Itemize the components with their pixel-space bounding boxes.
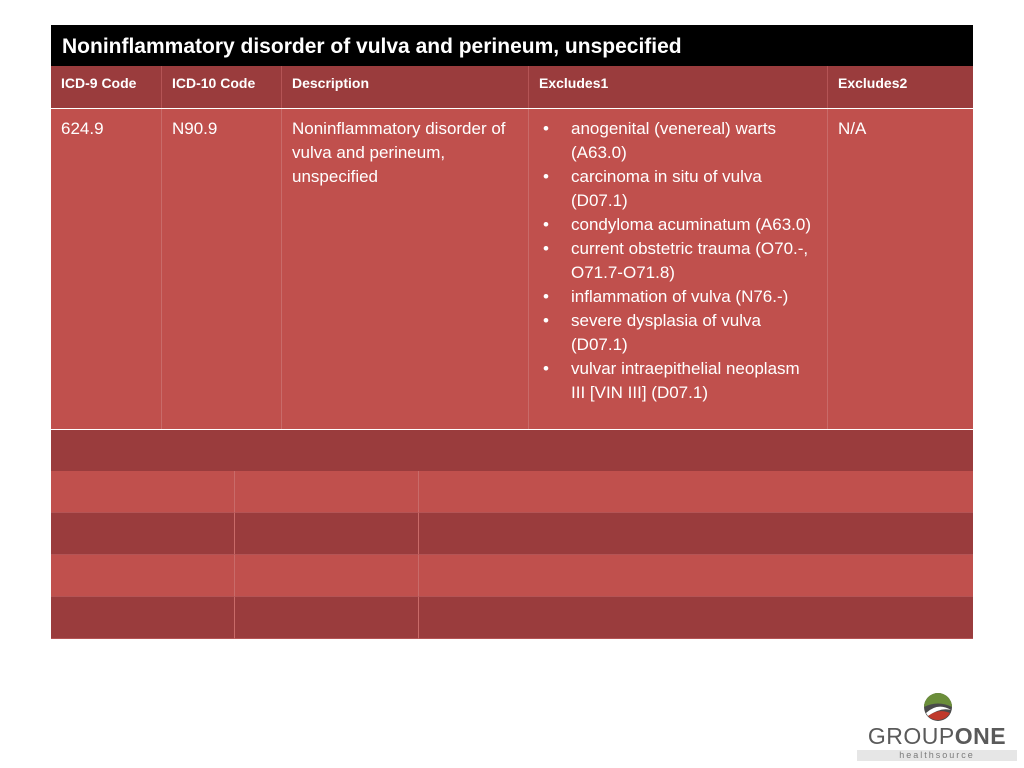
bullet-icon: • — [543, 311, 549, 330]
empty-cell — [235, 597, 419, 639]
list-item: • carcinoma in situ of vulva (D07.1) — [539, 165, 817, 213]
bullet-icon: • — [543, 359, 549, 378]
cell-excludes1: • anogenital (venereal) warts (A63.0) • ca… — [529, 109, 828, 429]
cell-description: Noninflammatory disorder of vulva and pe… — [282, 109, 529, 429]
list-item-text: inflammation of vulva (N76.-) — [571, 287, 789, 306]
table-row: 624.9 N90.9 Noninflammatory disorder of … — [51, 109, 973, 429]
empty-cell — [419, 555, 973, 597]
empty-cell — [419, 513, 973, 555]
empty-row — [51, 555, 973, 597]
header-icd10: ICD-10 Code — [162, 66, 282, 108]
list-item: • severe dysplasia of vulva (D07.1) — [539, 309, 817, 357]
empty-table-grid — [51, 471, 973, 639]
groupone-logo: GROUPONE healthsource — [857, 692, 1017, 762]
empty-cell — [51, 555, 235, 597]
list-item-text: current obstetric trauma (O70.-, O71.7-O… — [571, 239, 809, 282]
bullet-icon: • — [543, 119, 549, 138]
logo-wordmark: GROUPONE — [857, 722, 1017, 750]
bullet-icon: • — [543, 167, 549, 186]
list-item-text: condyloma acuminatum (A63.0) — [571, 215, 812, 234]
logo-mark-icon — [924, 693, 952, 721]
empty-row — [51, 513, 973, 555]
header-excludes1: Excludes1 — [529, 66, 828, 108]
bullet-icon: • — [543, 287, 549, 306]
bullet-icon: • — [543, 239, 549, 258]
empty-cell — [51, 471, 235, 513]
list-item: • inflammation of vulva (N76.-) — [539, 285, 817, 309]
bullet-icon: • — [543, 215, 549, 234]
list-item-text: carcinoma in situ of vulva (D07.1) — [571, 167, 762, 210]
empty-cell — [419, 597, 973, 639]
header-description: Description — [282, 66, 529, 108]
list-item: • anogenital (venereal) warts (A63.0) — [539, 117, 817, 165]
list-item-text: anogenital (venereal) warts (A63.0) — [571, 119, 777, 162]
empty-cell — [419, 471, 973, 513]
list-item: • condyloma acuminatum (A63.0) — [539, 213, 817, 237]
cell-excludes2: N/A — [838, 119, 867, 138]
page-title: Noninflammatory disorder of vulva and pe… — [51, 25, 973, 66]
empty-cell — [235, 471, 419, 513]
empty-cell — [51, 597, 235, 639]
empty-row — [51, 471, 973, 513]
cell-icd10: N90.9 — [162, 109, 282, 429]
logo-word-group: GROUP — [867, 723, 955, 749]
logo-word-one: ONE — [954, 723, 1007, 749]
table-header-row: ICD-9 Code ICD-10 Code Description Exclu… — [51, 66, 973, 108]
cell-icd9: 624.9 — [51, 109, 162, 429]
empty-table-band — [51, 430, 973, 471]
logo-subtitle: healthsource — [857, 750, 1017, 761]
empty-cell — [51, 513, 235, 555]
list-item: • current obstetric trauma (O70.-, O71.7-… — [539, 237, 817, 285]
list-item-text: severe dysplasia of vulva (D07.1) — [571, 311, 761, 354]
empty-cell — [235, 513, 419, 555]
list-item: • vulvar intraepithelial neoplasm III [VI… — [539, 357, 817, 405]
empty-row — [51, 597, 973, 639]
header-icd9: ICD-9 Code — [51, 66, 162, 108]
empty-cell — [235, 555, 419, 597]
header-excludes2: Excludes2 — [838, 75, 908, 91]
list-item-text: vulvar intraepithelial neoplasm III [VIN… — [571, 359, 800, 402]
excludes1-list: • anogenital (venereal) warts (A63.0) • ca… — [539, 117, 817, 405]
